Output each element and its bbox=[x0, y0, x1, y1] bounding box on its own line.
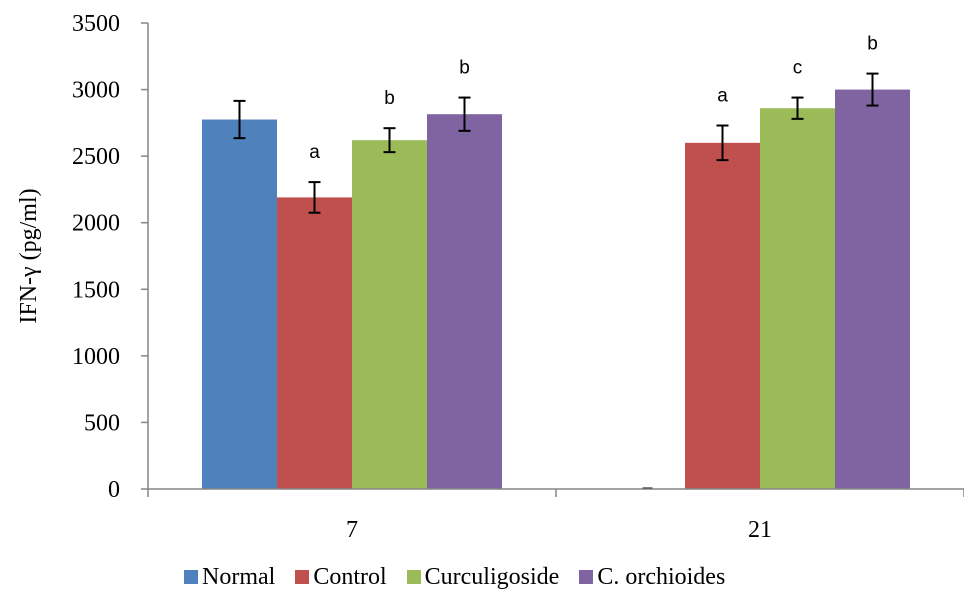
legend-swatch bbox=[184, 570, 198, 584]
legend-item: Control bbox=[295, 563, 387, 591]
bar-control-7 bbox=[277, 197, 352, 489]
legend-label: Control bbox=[313, 563, 387, 590]
legend-label: C. orchioides bbox=[597, 563, 726, 590]
error-bar bbox=[233, 99, 246, 140]
bar-normal-7 bbox=[202, 119, 277, 490]
error-bar bbox=[383, 127, 396, 154]
error-bar bbox=[308, 181, 321, 214]
error-bars bbox=[233, 72, 879, 214]
y-tick-label: 2500 bbox=[72, 144, 120, 170]
y-tick-label: 500 bbox=[84, 410, 120, 436]
y-tick-label: 3500 bbox=[72, 11, 120, 37]
y-axis-label: IFN-γ (pg/ml) bbox=[16, 188, 42, 323]
bar-control-21 bbox=[685, 142, 760, 490]
legend-swatch bbox=[406, 570, 421, 584]
y-tick-label: 2000 bbox=[72, 211, 120, 237]
significance-labels: a a b c b b bbox=[309, 34, 878, 164]
legend-label: Normal bbox=[202, 563, 276, 590]
error-bar bbox=[458, 96, 471, 132]
y-tick-label: 1000 bbox=[72, 344, 120, 370]
bar-c-orchioides-21 bbox=[835, 89, 910, 490]
y-tick-label: 3000 bbox=[72, 78, 120, 104]
significance-label: b bbox=[867, 34, 878, 55]
legend-swatch bbox=[295, 570, 310, 584]
significance-label: b bbox=[384, 88, 395, 109]
legend-item: C. orchioides bbox=[579, 564, 725, 591]
significance-label: a bbox=[309, 142, 320, 163]
significance-label: a bbox=[717, 86, 728, 107]
error-bar bbox=[866, 72, 879, 107]
legend: Normal Control Curculigoside C. orchioides bbox=[184, 562, 725, 592]
y-axis-ticks: 0 500 1000 1500 2000 2500 3000 3500 bbox=[72, 11, 148, 503]
x-tick-label: 7 bbox=[346, 517, 358, 543]
y-tick-label: 1500 bbox=[72, 277, 120, 303]
bar-curculigoside-7 bbox=[352, 140, 427, 489]
error-bar bbox=[716, 124, 729, 162]
legend-swatch bbox=[579, 570, 594, 584]
x-axis-ticks: 7 21 bbox=[147, 489, 964, 543]
y-tick-label: 0 bbox=[108, 477, 120, 503]
bar-curculigoside-21 bbox=[760, 108, 835, 489]
significance-label: c bbox=[793, 58, 803, 79]
error-bar bbox=[791, 96, 804, 120]
bars bbox=[202, 89, 910, 490]
legend-label: Curculigoside bbox=[424, 563, 560, 590]
legend-item: Curculigoside bbox=[406, 563, 560, 591]
legend-item: Normal bbox=[184, 564, 275, 591]
significance-label: b bbox=[459, 58, 470, 79]
x-tick-label: 21 bbox=[748, 517, 772, 543]
bar-c-orchioides-7 bbox=[427, 114, 502, 490]
